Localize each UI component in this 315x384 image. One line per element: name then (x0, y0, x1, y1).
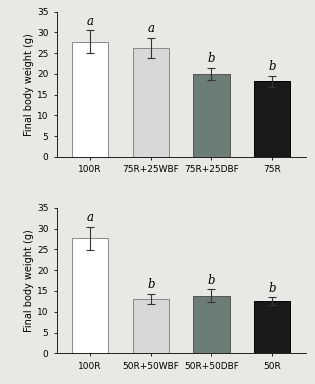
Bar (254, 81, 290, 157)
Bar (72, 42, 108, 157)
Text: b: b (208, 52, 215, 65)
Bar (72, 238, 108, 353)
Text: b: b (208, 274, 215, 287)
Text: a: a (147, 22, 154, 35)
Bar (193, 74, 230, 157)
Text: a: a (87, 211, 94, 224)
Text: b: b (147, 278, 155, 291)
Text: b: b (268, 282, 276, 295)
Text: b: b (268, 60, 276, 73)
Y-axis label: Final body weight (g): Final body weight (g) (24, 33, 34, 136)
Bar (193, 296, 230, 353)
Bar (133, 299, 169, 353)
Bar (254, 301, 290, 353)
Bar (133, 48, 169, 157)
Y-axis label: Final body weight (g): Final body weight (g) (24, 229, 34, 332)
Text: a: a (87, 15, 94, 28)
